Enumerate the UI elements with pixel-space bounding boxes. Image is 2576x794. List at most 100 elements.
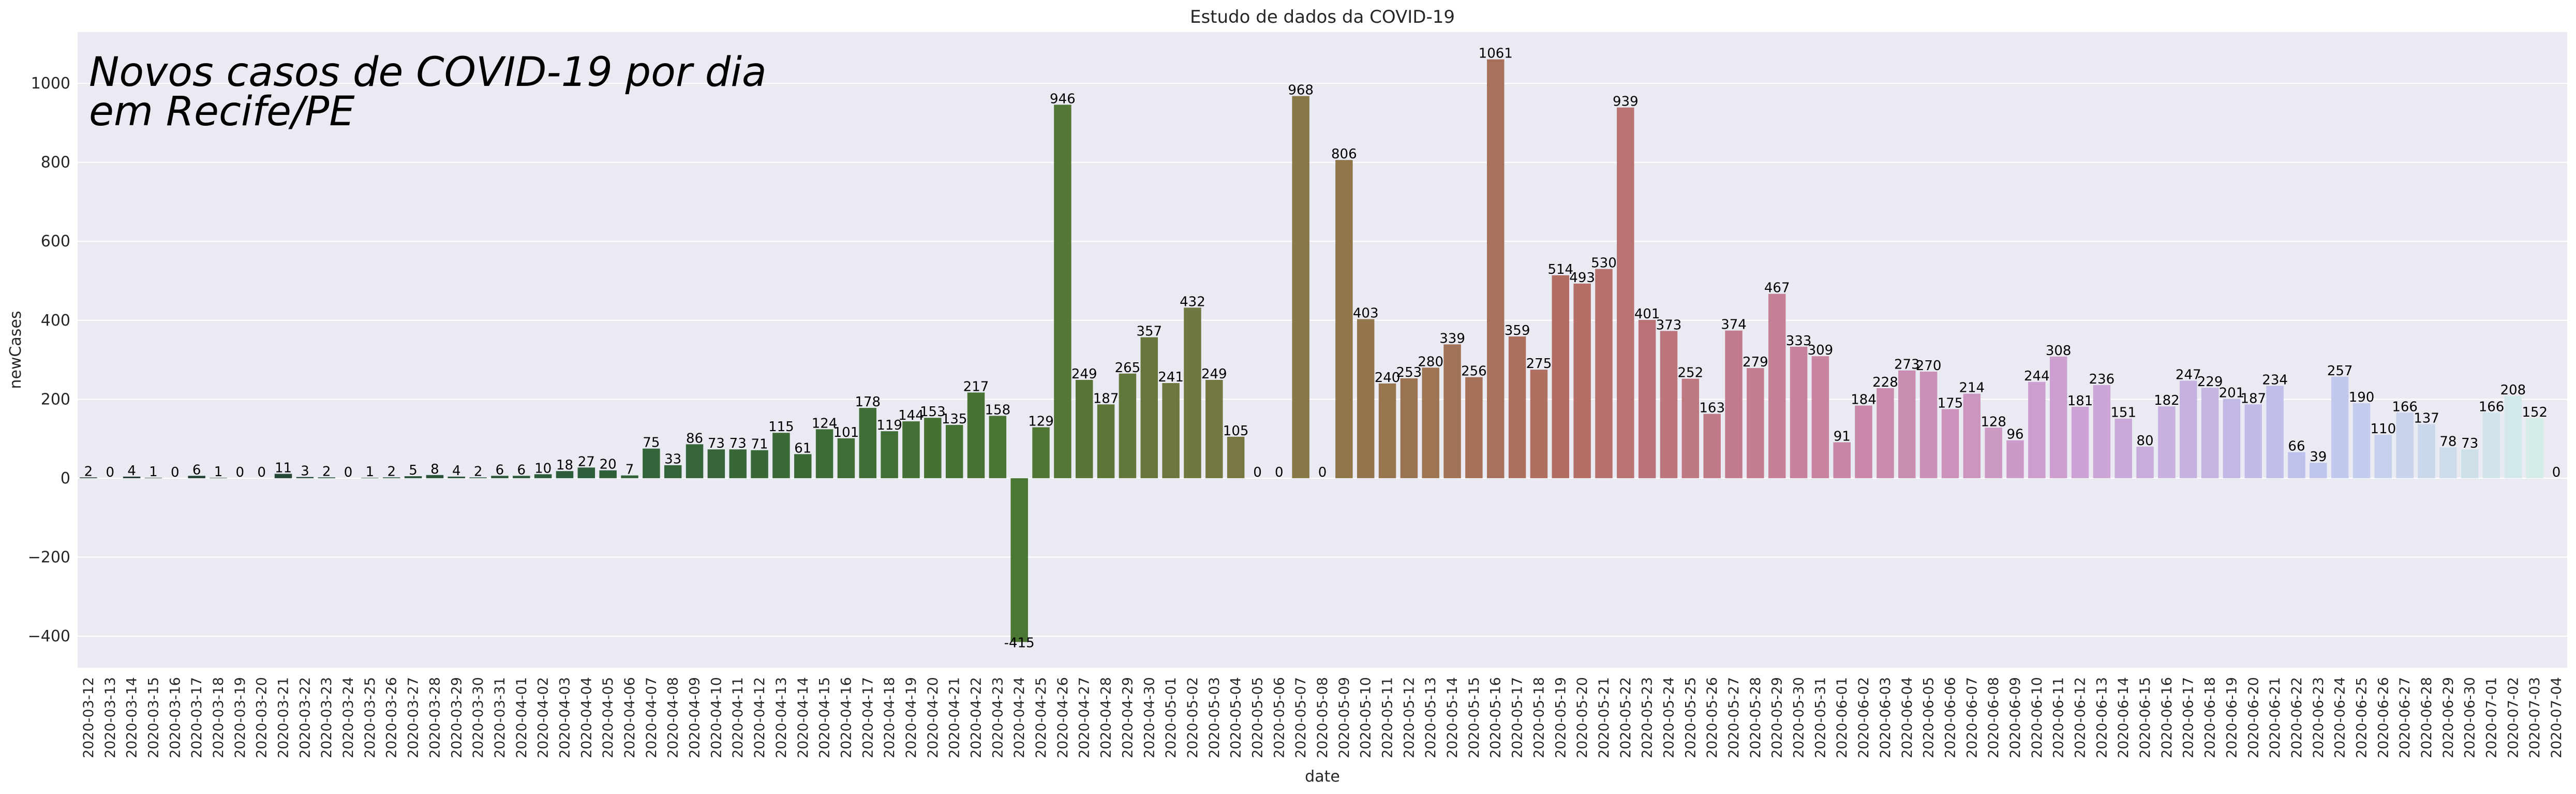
x-tick-label: 2020-03-25 [362, 677, 378, 758]
data-label: 184 [1851, 392, 1877, 408]
data-label: 178 [855, 394, 881, 410]
data-label: 187 [2240, 391, 2266, 406]
x-tick-label: 2020-06-11 [2051, 677, 2067, 758]
bar [123, 476, 141, 478]
x-tick-label: 2020-03-21 [276, 677, 292, 758]
data-label: 124 [812, 416, 838, 431]
bar [729, 449, 747, 478]
bar [2439, 447, 2457, 478]
x-tick-label: 2020-04-06 [622, 677, 638, 758]
data-label: 187 [1093, 391, 1119, 406]
plot-background [78, 32, 2567, 668]
data-label: 270 [1916, 358, 1942, 374]
data-label: 71 [751, 437, 768, 452]
data-label: 234 [2262, 372, 2288, 388]
bar [945, 424, 963, 478]
data-label: 493 [1569, 270, 1595, 286]
bar [1638, 320, 1656, 478]
x-tick-label: 2020-06-07 [1964, 677, 1980, 758]
data-label: 401 [1634, 306, 1660, 322]
data-label: 939 [1613, 94, 1639, 110]
data-label: 432 [1180, 294, 1205, 310]
data-label: 129 [1028, 414, 1054, 429]
x-tick-label: 2020-04-12 [752, 677, 768, 758]
x-tick-label: 2020-04-02 [535, 677, 552, 758]
x-tick-label: 2020-03-18 [211, 677, 227, 758]
x-tick-label: 2020-06-26 [2375, 677, 2391, 758]
data-label: 4 [452, 463, 461, 479]
bar [1552, 275, 1570, 478]
x-tick-label: 2020-04-03 [557, 677, 573, 758]
x-tick-label: 2020-05-22 [1618, 677, 1634, 758]
data-label: 27 [578, 454, 595, 469]
data-label: 273 [1894, 357, 1920, 373]
bar [469, 477, 487, 478]
x-axis-label: date [1305, 768, 1340, 786]
x-tick-label: 2020-03-31 [492, 677, 508, 758]
bar [1378, 383, 1396, 478]
x-tick-label: 2020-06-05 [1921, 677, 1937, 758]
x-tick-label: 2020-03-20 [254, 677, 270, 758]
data-label: 0 [1318, 465, 1327, 480]
data-label: 214 [1959, 380, 1985, 396]
x-tick-label: 2020-05-24 [1661, 677, 1677, 758]
bar [2266, 386, 2284, 478]
bar [924, 418, 942, 478]
x-tick-label: 2020-06-19 [2224, 677, 2240, 758]
x-tick-label: 2020-05-17 [1510, 677, 1526, 758]
y-tick-labels: −400 −200 0 200 400 600 800 1000 [28, 75, 70, 645]
bar [2049, 356, 2067, 478]
bar [1963, 393, 1981, 478]
bar [296, 477, 314, 478]
data-label: 20 [600, 457, 617, 473]
x-tick-label: 2020-07-03 [2527, 677, 2543, 758]
x-tick-label: 2020-05-10 [1358, 677, 1374, 758]
bar [1919, 371, 1938, 478]
data-label: 1 [149, 464, 158, 480]
bar [1292, 96, 1309, 478]
x-tick-label: 2020-03-23 [319, 677, 335, 758]
data-label: 115 [768, 419, 794, 435]
x-tick-label: 2020-05-09 [1336, 677, 1352, 758]
data-label: 236 [2089, 372, 2115, 387]
data-label: 73 [2461, 436, 2478, 451]
x-tick-label: 2020-05-15 [1466, 677, 1482, 758]
data-label: 66 [2288, 439, 2305, 454]
x-tick-label: 2020-06-17 [2181, 677, 2197, 758]
x-tick-label: 2020-06-21 [2267, 677, 2283, 758]
bar [1508, 336, 1526, 478]
x-tick-label: 2020-05-16 [1488, 677, 1504, 758]
data-label: 253 [1396, 365, 1422, 380]
x-tick-labels: 2020-03-12 2020-03-13 2020-03-14 2020-03-15… [81, 677, 2565, 758]
data-label: 0 [2552, 465, 2561, 480]
x-tick-label: 2020-06-30 [2462, 677, 2478, 758]
bar [1443, 344, 1461, 478]
data-label: 308 [2046, 343, 2072, 359]
data-label: 240 [1375, 370, 1401, 386]
bar [1617, 107, 1634, 478]
data-label: 10 [534, 461, 552, 476]
bar [794, 454, 812, 478]
bar [1205, 379, 1223, 478]
bar [2418, 424, 2435, 478]
bar [2526, 418, 2543, 478]
data-label: 1 [366, 464, 375, 480]
data-label: 73 [729, 436, 747, 451]
bar [1032, 427, 1050, 478]
x-tick-label: 2020-05-12 [1401, 677, 1417, 758]
data-label: 1061 [1479, 46, 1513, 62]
data-label: 256 [1461, 364, 1487, 379]
bar [2136, 446, 2154, 478]
x-tick-label: 2020-06-27 [2397, 677, 2413, 758]
data-label: 0 [257, 465, 266, 480]
bar [1877, 388, 1894, 478]
data-label: 0 [106, 465, 114, 480]
data-label: 182 [2154, 393, 2180, 408]
data-label: 339 [1439, 331, 1465, 346]
x-tick-label: 2020-05-05 [1249, 677, 1265, 758]
x-tick-label: 2020-04-04 [578, 677, 594, 758]
x-tick-label: 2020-06-15 [2137, 677, 2153, 758]
data-label: 2 [387, 464, 396, 479]
data-label: 241 [1158, 370, 1184, 385]
data-label: 249 [1071, 366, 1097, 382]
